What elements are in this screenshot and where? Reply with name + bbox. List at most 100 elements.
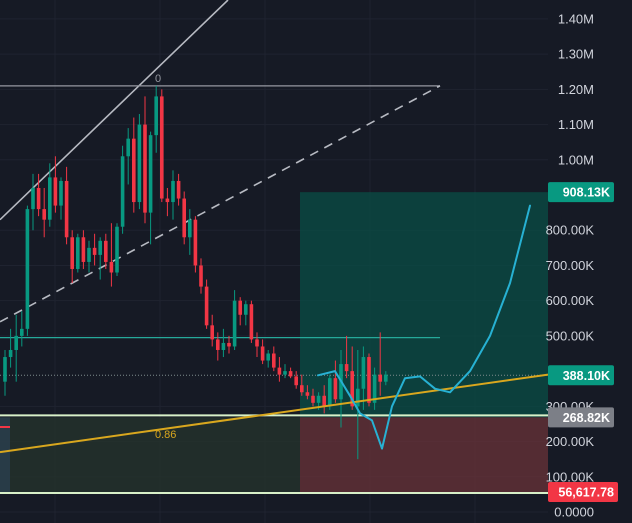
candle-body bbox=[154, 96, 158, 136]
candle bbox=[199, 258, 203, 294]
candle bbox=[249, 300, 254, 343]
candle bbox=[115, 223, 119, 277]
candle bbox=[272, 346, 276, 372]
candle bbox=[25, 205, 30, 336]
candle-body bbox=[171, 180, 175, 203]
candle-body bbox=[249, 304, 254, 340]
candle-body bbox=[199, 265, 203, 287]
candle-body bbox=[216, 339, 220, 350]
price-badge-label: 908.13K bbox=[563, 186, 610, 200]
candle bbox=[227, 335, 231, 354]
axis-tick-label: 800.00K bbox=[546, 223, 595, 238]
candle bbox=[367, 353, 371, 407]
candle-body bbox=[238, 300, 242, 315]
candle bbox=[42, 187, 46, 238]
candle-body bbox=[277, 367, 282, 375]
candle bbox=[132, 117, 136, 213]
candle-body bbox=[20, 328, 24, 336]
price-axis[interactable]: 1.40M 1.30M 1.20M 1.10M 1.00M 800.00K 700.00K 6… bbox=[546, 11, 595, 519]
candle bbox=[104, 233, 108, 269]
candle bbox=[126, 128, 130, 185]
candle bbox=[76, 233, 80, 273]
candle-body bbox=[48, 177, 52, 220]
candle bbox=[244, 300, 248, 326]
candle bbox=[255, 332, 259, 358]
price-badge-label: 56,617.78 bbox=[558, 486, 614, 500]
candle-body bbox=[227, 342, 231, 347]
axis-tick-label: 1.30M bbox=[558, 47, 594, 62]
candle bbox=[322, 385, 326, 414]
axis-tick-label: 1.40M bbox=[558, 11, 594, 26]
candle bbox=[98, 237, 102, 280]
candle bbox=[92, 233, 97, 266]
projection-path bbox=[317, 204, 531, 450]
candle bbox=[120, 145, 125, 234]
trend-lines: 0 bbox=[0, 0, 548, 376]
candle bbox=[3, 349, 7, 396]
candle-body bbox=[221, 342, 226, 350]
candle-body bbox=[87, 247, 91, 262]
candle-body bbox=[305, 392, 310, 396]
candle-body bbox=[344, 364, 349, 372]
candle-body bbox=[361, 357, 366, 389]
candle bbox=[48, 163, 52, 227]
candle-body bbox=[109, 261, 114, 273]
price-badge-bg bbox=[548, 365, 614, 386]
price-badge: 388.10K bbox=[548, 365, 614, 386]
candle-body bbox=[266, 353, 270, 361]
candle bbox=[171, 170, 175, 220]
candle-body bbox=[70, 237, 74, 269]
level-line-label: 0 bbox=[155, 73, 161, 85]
candle-body bbox=[328, 378, 332, 407]
axis-tick-label: 200.00K bbox=[546, 434, 595, 449]
candle-body bbox=[132, 138, 136, 203]
candle-body bbox=[356, 388, 360, 407]
candle bbox=[70, 230, 74, 284]
gold-trend-line bbox=[0, 373, 549, 454]
candle-body bbox=[31, 187, 35, 210]
candle bbox=[378, 332, 382, 396]
candle bbox=[372, 367, 377, 410]
candle-body bbox=[316, 395, 321, 403]
candle bbox=[305, 385, 310, 400]
candle-body bbox=[176, 180, 181, 199]
candle bbox=[328, 374, 332, 410]
candle bbox=[31, 173, 35, 231]
candle-body bbox=[160, 96, 164, 199]
candle bbox=[87, 240, 91, 273]
candle-body bbox=[294, 376, 298, 386]
candle bbox=[143, 96, 147, 224]
overlay-lines: 0.86 bbox=[0, 204, 549, 454]
candle-body bbox=[137, 124, 142, 203]
axis-tick-label: 1.20M bbox=[558, 82, 594, 97]
candle bbox=[232, 290, 237, 350]
price-badge-bg bbox=[548, 482, 618, 503]
candle-body bbox=[210, 325, 214, 340]
candle-body bbox=[59, 180, 63, 206]
candle bbox=[148, 131, 153, 245]
candle bbox=[210, 314, 214, 347]
price-badge-label: 388.10K bbox=[563, 369, 610, 383]
candle-body bbox=[8, 349, 13, 358]
candle bbox=[14, 314, 18, 382]
candle bbox=[188, 209, 192, 255]
candle-body bbox=[255, 339, 259, 347]
candle bbox=[36, 173, 41, 217]
candle-body bbox=[372, 374, 377, 403]
candle-body bbox=[193, 219, 198, 266]
candle bbox=[59, 177, 63, 220]
candle bbox=[221, 328, 226, 358]
axis-tick-label: 1.00M bbox=[558, 152, 594, 167]
candle bbox=[266, 349, 270, 368]
candle bbox=[20, 311, 24, 347]
candle-body bbox=[81, 237, 86, 262]
candle bbox=[216, 332, 220, 361]
candle bbox=[361, 346, 366, 410]
candle-body bbox=[36, 187, 41, 210]
candle-body bbox=[260, 346, 265, 361]
axis-tick-label: 600.00K bbox=[546, 293, 595, 308]
candle-body bbox=[53, 177, 58, 206]
candle-body bbox=[272, 353, 276, 368]
axis-tick-label: 700.00K bbox=[546, 258, 595, 273]
